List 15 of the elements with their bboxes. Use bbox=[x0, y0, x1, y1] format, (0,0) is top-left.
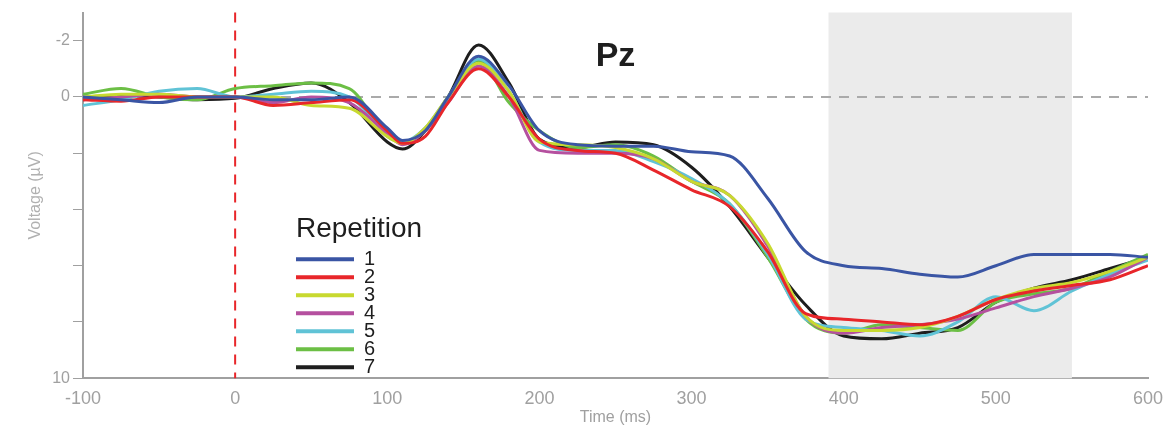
x-tick-label: 100 bbox=[372, 387, 403, 408]
x-tick-label: 0 bbox=[230, 387, 241, 408]
text: Pz bbox=[595, 34, 636, 74]
legend-title: Repetition bbox=[296, 212, 423, 244]
y-tick-label: -2 bbox=[55, 31, 71, 49]
x-tick-label: -100 bbox=[64, 387, 102, 408]
y-tick-label: 0 bbox=[61, 87, 71, 105]
x-tick-label: 500 bbox=[980, 387, 1011, 408]
x-tick-label: 600 bbox=[1132, 387, 1164, 408]
x-tick-label: 200 bbox=[524, 387, 555, 408]
x-tick-label: 400 bbox=[828, 387, 859, 408]
x-axis-title: Time (ms) bbox=[579, 407, 652, 425]
y-axis-title: Voltage (µV) bbox=[26, 151, 44, 240]
x-tick-label: 300 bbox=[676, 387, 707, 408]
y-tick-label: 10 bbox=[52, 368, 71, 386]
